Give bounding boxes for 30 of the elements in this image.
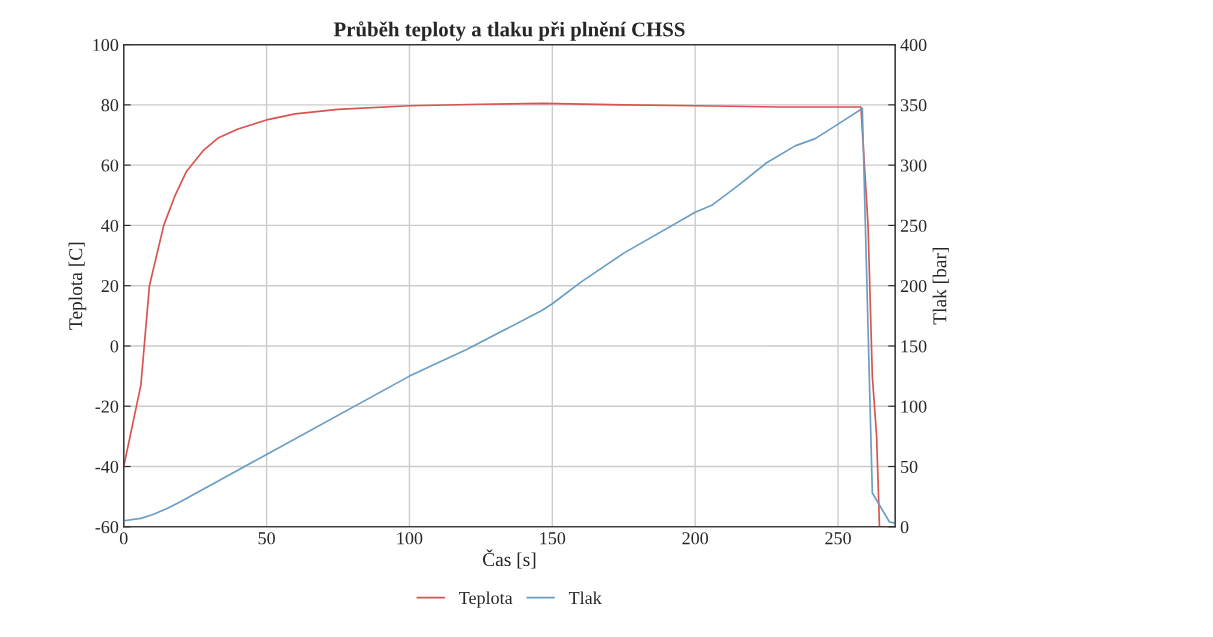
y2-tick-label: 300	[900, 159, 927, 172]
y-tick-label: 0	[110, 340, 119, 353]
x-tick-label: 250	[825, 532, 851, 545]
y2-tick-label: 0	[900, 521, 909, 534]
y-tick-label: 80	[101, 99, 119, 112]
x-tick-label: 150	[540, 532, 566, 545]
y2-axis-title: Tlak [bar]	[932, 248, 949, 325]
y-tick-label: 40	[101, 219, 119, 232]
y-axis-title: Teplota [C]	[68, 242, 87, 330]
y-tick-label: -20	[95, 400, 119, 413]
y-tick-label: 60	[101, 159, 119, 172]
x-tick-label: 0	[119, 532, 128, 545]
chart-title: Průběh teploty a tlaku při plnění CHSS	[333, 21, 685, 41]
x-tick-label: 50	[258, 532, 275, 545]
y2-tick-label: 200	[900, 279, 927, 293]
x-tick-label: 200	[682, 532, 709, 545]
y2-tick-label: 150	[901, 340, 927, 353]
y-tick-label: -60	[95, 521, 119, 534]
legend-label: Teplota	[459, 591, 513, 608]
y-tick-label: 20	[101, 279, 119, 293]
legend-label: Tlak	[568, 591, 602, 605]
y-tick-label: 100	[93, 38, 119, 52]
y2-tick-label: 250	[900, 219, 927, 232]
y2-tick-label: 100	[901, 400, 927, 413]
y2-tick-label: 50	[901, 460, 918, 473]
y2-tick-label: 400	[900, 38, 927, 52]
x-tick-label: 100	[397, 532, 423, 545]
y-tick-label: -40	[95, 460, 119, 473]
y2-tick-label: 350	[900, 99, 927, 112]
x-axis-title: Čas [s]	[482, 549, 536, 569]
